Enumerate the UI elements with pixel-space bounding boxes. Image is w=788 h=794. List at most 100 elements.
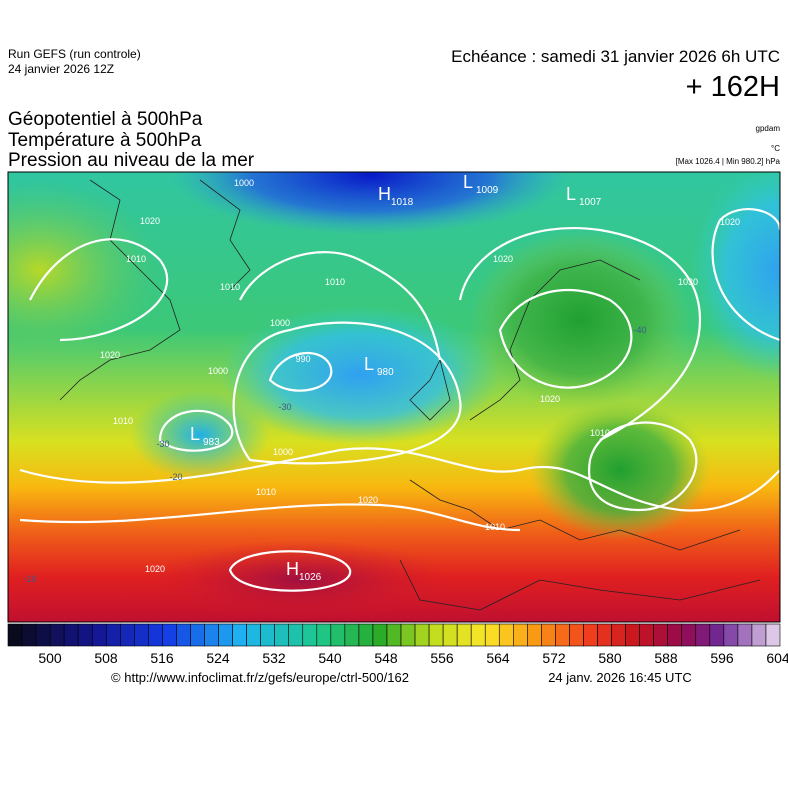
colorbar-swatch [77,623,93,647]
colorbar-swatch [555,623,570,647]
center-letter: L [463,172,473,192]
colorbar-tick-label: 564 [486,650,510,666]
colorbar-tick-label: 596 [710,650,734,666]
colorbar-swatch [653,623,669,647]
colorbar-tick-label: 524 [206,650,230,666]
colorbar-tick-label: 508 [94,650,118,666]
colorbar-swatch [737,623,753,647]
field-blob [530,400,710,540]
field-blob [8,180,160,360]
isobar-label: 990 [295,354,310,364]
colorbar-swatch [372,623,388,647]
isotherm-label: -30 [156,439,169,449]
colorbar-tick-label: 572 [542,650,566,666]
center-value: 983 [203,437,220,448]
field-blob [220,305,500,445]
colorbar-tick-label: 516 [150,650,174,666]
isotherm-label: -40 [633,325,646,335]
colorbar-swatch [148,623,163,647]
layer-unit: °C [771,144,780,153]
colorbar-swatch [513,623,528,647]
colorbar-swatch [470,623,486,647]
center-value: 1009 [476,185,499,196]
map-frame [7,171,781,623]
isobar-label: 1000 [208,366,228,376]
lead-time: + 162H [686,71,780,103]
colorbar-swatch [597,623,612,647]
colorbar-swatch [681,623,697,647]
colorbar-swatch [639,623,654,647]
field-blob [690,172,780,380]
center-letter: L [566,184,576,204]
isobar-label: 1000 [270,318,290,328]
isobar-label: 1030 [678,277,698,287]
colorbar-swatch [695,623,711,647]
layer-unit: [Max 1026.4 | Min 980.2] hPa [676,157,781,166]
isobar-label: 1020 [540,394,560,404]
map [8,172,780,622]
field-blob [170,172,570,235]
isobar-label: 1020 [493,254,513,264]
isobar-label: 1020 [358,495,378,505]
colorbar-swatch [7,623,23,647]
colorbar-tick-label: 556 [430,650,454,666]
colorbar-swatch [274,623,290,647]
colorbar-swatch [428,623,444,647]
colorbar-swatch [105,623,121,647]
isobar-label: 1010 [220,282,240,292]
colorbar-swatch [176,623,191,647]
colorbar-swatch [625,623,640,647]
colorbar-swatch [91,623,107,647]
colorbar-swatch [611,623,626,647]
colorbar-swatch [35,623,51,647]
layer-label: Géopotentiel à 500hPa [8,109,203,130]
isobar-label: 1010 [325,277,345,287]
isotherm-label: -20 [169,472,182,482]
layer-label: Pression au niveau de la mer [8,150,255,171]
colorbar-swatch [456,623,472,647]
isobar-label: 1010 [590,428,610,438]
isobar-label: 1020 [720,217,740,227]
isobar-label: 1010 [113,416,133,426]
center-value: 1018 [391,197,414,208]
colorbar-swatch [246,623,261,647]
run: Run GEFS (run controle) [8,47,141,61]
colorbar-swatch [527,623,542,647]
isobar-label: 1000 [273,447,293,457]
colorbar-tick-label: 580 [598,650,622,666]
colorbar-swatch [288,623,304,647]
colorbar-swatch [484,623,500,647]
center-letter: L [364,354,374,374]
isobar-label: 1010 [256,487,276,497]
colorbar: 500 508 516 524 532 540 548 556 564 572 580 588 596 6… [7,623,788,666]
colorbar-swatch [63,623,79,647]
colorbar-swatch [204,623,219,647]
colorbar-swatch [541,623,556,647]
isotherm-label: -30 [278,402,291,412]
colorbar-swatch [232,623,247,647]
field-blob [130,390,270,480]
isobar-label: 1000 [234,178,254,188]
isobars [19,208,780,592]
isobar-label: 1020 [100,350,120,360]
center-letter: L [190,424,200,444]
isobar-label: 1010 [126,254,146,264]
colorbar-swatch [583,623,598,647]
colorbar-tick-label: 532 [262,650,286,666]
source-url: © http://www.infoclimat.fr/z/gefs/europe… [111,670,409,685]
center-value: 1007 [579,197,602,208]
colorbar-tick-label: 604 [766,650,788,666]
colorbar-swatch [190,623,205,647]
colorbar-swatch [765,623,781,647]
colorbar-swatch [498,623,514,647]
colorbar-swatch [400,623,416,647]
colorbar-tick-label: 540 [318,650,342,666]
colorbar-swatch [723,623,739,647]
coastlines [59,179,761,611]
colorbar-swatch [358,623,374,647]
layer-unit: gpdam [756,124,781,133]
colorbar-swatch [49,623,65,647]
colorbar-swatch [569,623,584,647]
isobar-label: 1020 [140,216,160,226]
